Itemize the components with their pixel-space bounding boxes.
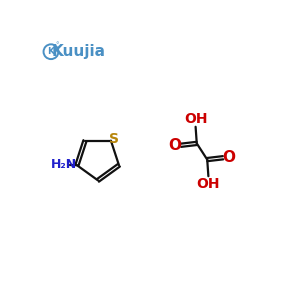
Text: °: ° <box>55 43 59 49</box>
Text: Kuujia: Kuujia <box>51 44 105 59</box>
Text: OH: OH <box>184 112 207 126</box>
Text: O: O <box>222 150 235 165</box>
Text: OH: OH <box>196 177 220 190</box>
Text: K: K <box>47 47 55 56</box>
Text: S: S <box>109 132 119 146</box>
Text: O: O <box>169 138 182 153</box>
Text: H₂N: H₂N <box>51 158 77 171</box>
